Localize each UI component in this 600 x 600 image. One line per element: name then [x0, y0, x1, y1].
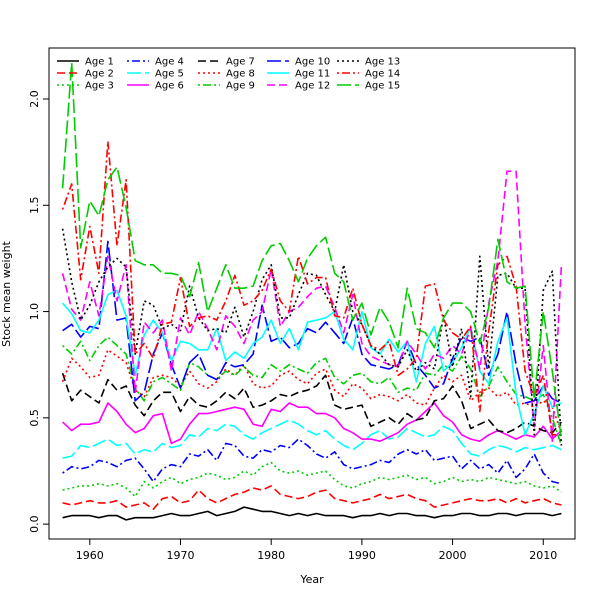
series-line-age-9 — [62, 336, 563, 446]
x-tick-label: 2010 — [529, 549, 557, 562]
x-tick-label: 1980 — [257, 549, 285, 562]
series-layer — [61, 62, 563, 521]
series-line-age-3 — [62, 461, 562, 498]
y-tick-label: 1.5 — [28, 197, 41, 215]
legend-label: Age 6 — [155, 81, 184, 92]
legend-label: Age 8 — [226, 69, 255, 80]
series-line-age-7 — [61, 372, 563, 434]
y-tick-label: 1.0 — [28, 303, 41, 321]
legend-label: Age 10 — [295, 57, 330, 68]
x-tick-label: 1960 — [76, 549, 104, 562]
series-line-age-1 — [62, 506, 562, 521]
legend-label: Age 7 — [226, 57, 255, 68]
series-line-age-2 — [62, 485, 562, 511]
series-line-age-6 — [62, 402, 562, 445]
y-axis-title: Stock mean weight — [0, 240, 13, 346]
legend-label: Age 2 — [85, 69, 114, 80]
series-line-age-8 — [61, 348, 563, 433]
legend-label: Age 4 — [155, 57, 184, 68]
legend-label: Age 9 — [226, 81, 255, 92]
legend-label: Age 3 — [85, 81, 114, 92]
legend-label: Age 14 — [365, 69, 400, 80]
legend-label: Age 11 — [295, 69, 330, 80]
legend-label: Age 5 — [155, 69, 184, 80]
x-axis-title: Year — [299, 573, 324, 586]
series-line-age-4 — [62, 438, 562, 485]
y-tick-label: 2.0 — [28, 90, 41, 108]
legend-label: Age 12 — [295, 81, 330, 92]
series-line-age-14 — [61, 140, 562, 436]
series-line-age-12 — [61, 170, 563, 443]
series-line-age-5 — [62, 419, 562, 459]
x-tick-label: 1990 — [348, 549, 376, 562]
axes-layer: 1960 1970 1980 1990 2000 2010 0.0 0.5 1.0 1.5 2.0 — [28, 90, 557, 562]
y-tick-label: 0.0 — [28, 515, 41, 533]
series-line-age-15 — [61, 62, 563, 440]
series-line-age-10 — [62, 240, 562, 404]
x-tick-label: 1970 — [167, 549, 195, 562]
series-line-age-13 — [61, 228, 563, 446]
legend-label: Age 1 — [85, 57, 114, 68]
x-tick-label: 2000 — [439, 549, 467, 562]
legend-label: Age 15 — [365, 81, 400, 92]
y-tick-label: 0.5 — [28, 409, 41, 427]
legend-label: Age 13 — [365, 57, 400, 68]
